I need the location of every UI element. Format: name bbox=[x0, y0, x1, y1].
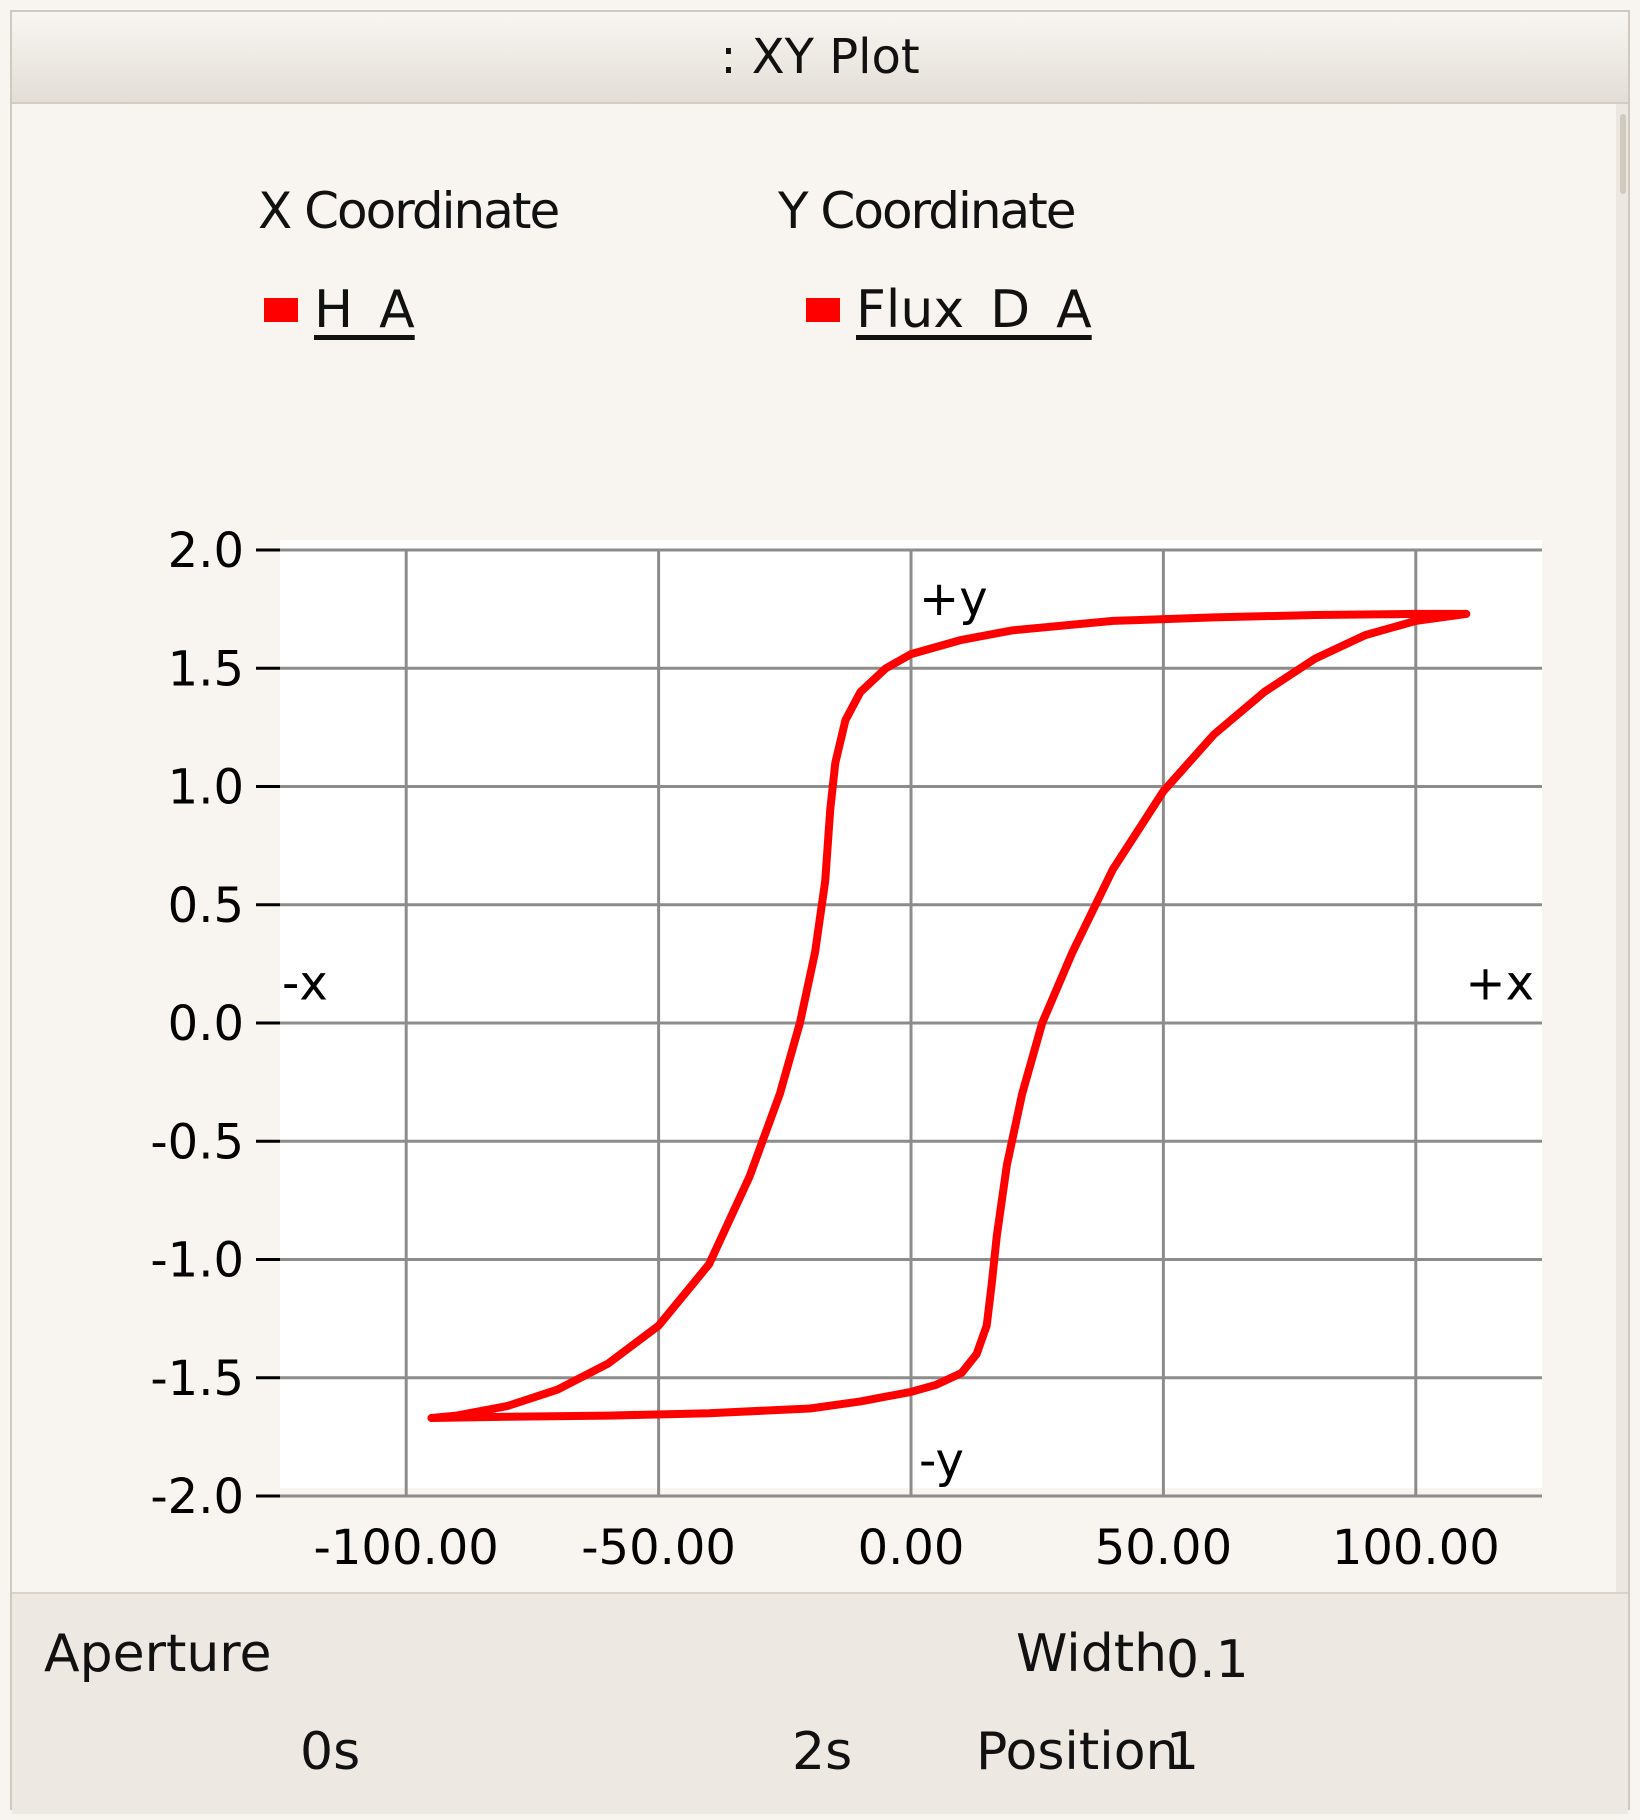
y-signal-swatch bbox=[806, 298, 840, 322]
vertical-scrollbar[interactable] bbox=[1616, 104, 1628, 1594]
x-signal-entry[interactable]: H_A bbox=[264, 280, 415, 340]
x-coordinate-header: X Coordinate bbox=[258, 182, 560, 240]
window-titlebar[interactable]: : XY Plot bbox=[12, 12, 1628, 104]
legend-panel: X Coordinate Y Coordinate H_A Flux_D_A bbox=[258, 142, 1542, 362]
y-tick-label: 2.0 bbox=[168, 523, 244, 579]
window-title: : XY Plot bbox=[720, 29, 920, 85]
x-tick-label: -100.00 bbox=[314, 1520, 499, 1576]
y-tick-label: 1.0 bbox=[168, 760, 244, 816]
y-tick-label: 1.5 bbox=[168, 641, 244, 697]
y-signal-entry[interactable]: Flux_D_A bbox=[806, 280, 1092, 340]
x-tick-label: 100.00 bbox=[1332, 1520, 1500, 1576]
y-tick-label: -1.0 bbox=[150, 1233, 244, 1289]
y-tick-label: -2.0 bbox=[150, 1469, 244, 1525]
width-label: Width bbox=[1016, 1624, 1168, 1684]
x-tick-label: 50.00 bbox=[1095, 1520, 1232, 1576]
scrollbar-thumb[interactable] bbox=[1620, 114, 1626, 194]
plus-x-label: +x bbox=[1465, 955, 1534, 1011]
y-tick-label: 0.0 bbox=[168, 996, 244, 1052]
x-tick-label: -50.00 bbox=[581, 1520, 736, 1576]
position-value[interactable]: 1 bbox=[1166, 1722, 1200, 1782]
x-signal-link[interactable]: H_A bbox=[314, 280, 415, 340]
minus-x-label: -x bbox=[282, 955, 328, 1011]
hysteresis-curve bbox=[427, 609, 1471, 1422]
plus-y-label: +y bbox=[919, 571, 988, 627]
y-tick-label: -1.5 bbox=[150, 1351, 244, 1407]
y-tick-label: -0.5 bbox=[150, 1114, 244, 1170]
x-signal-swatch bbox=[264, 298, 298, 322]
y-signal-link[interactable]: Flux_D_A bbox=[856, 280, 1092, 340]
aperture-label: Aperture bbox=[44, 1624, 272, 1684]
aperture-end-time: 2s bbox=[792, 1722, 853, 1782]
x-tick-label: 0.00 bbox=[858, 1520, 965, 1576]
y-coordinate-header: Y Coordinate bbox=[778, 182, 1077, 240]
y-tick-label: 0.5 bbox=[168, 878, 244, 934]
width-value[interactable]: 0.1 bbox=[1166, 1630, 1249, 1690]
aperture-start-time: 0s bbox=[300, 1722, 361, 1782]
position-label: Position bbox=[976, 1722, 1179, 1782]
minus-y-label: -y bbox=[919, 1433, 964, 1489]
aperture-panel: Aperture 0s 2s Width 0.1 Position 1 bbox=[12, 1592, 1628, 1814]
